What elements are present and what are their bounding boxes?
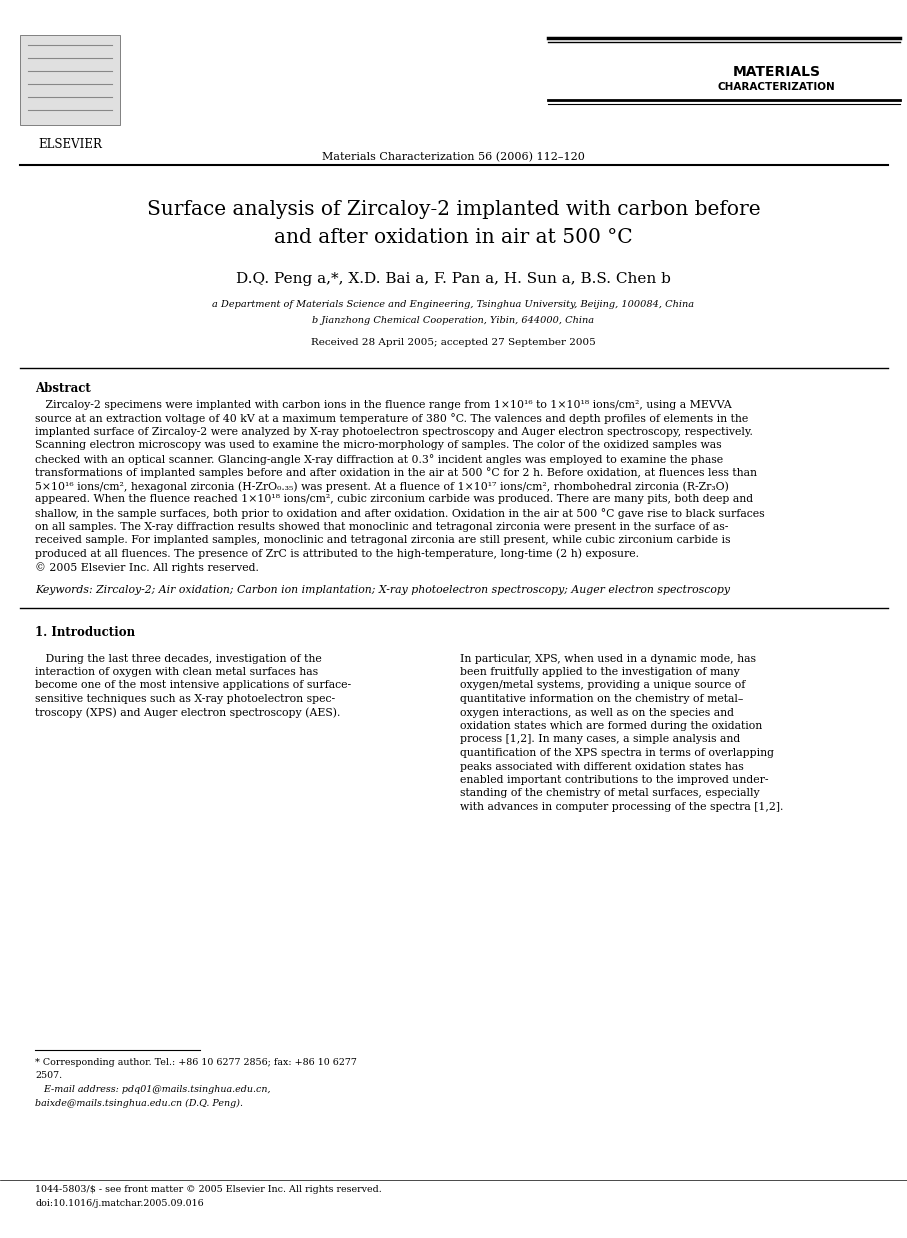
Text: been fruitfully applied to the investigation of many: been fruitfully applied to the investiga… <box>460 667 740 677</box>
Text: 1. Introduction: 1. Introduction <box>35 625 135 639</box>
Text: Keywords: Zircaloy-2; Air oxidation; Carbon ion implantation; X-ray photoelectro: Keywords: Zircaloy-2; Air oxidation; Car… <box>35 586 730 595</box>
Text: During the last three decades, investigation of the: During the last three decades, investiga… <box>35 654 322 664</box>
Text: sensitive techniques such as X-ray photoelectron spec-: sensitive techniques such as X-ray photo… <box>35 695 335 704</box>
Text: Scanning electron microscopy was used to examine the micro-morphology of samples: Scanning electron microscopy was used to… <box>35 441 722 451</box>
Text: and after oxidation in air at 500 °C: and after oxidation in air at 500 °C <box>274 228 633 248</box>
Text: 1044-5803/$ - see front matter © 2005 Elsevier Inc. All rights reserved.: 1044-5803/$ - see front matter © 2005 El… <box>35 1185 382 1193</box>
Text: standing of the chemistry of metal surfaces, especially: standing of the chemistry of metal surfa… <box>460 789 760 799</box>
Text: Surface analysis of Zircaloy-2 implanted with carbon before: Surface analysis of Zircaloy-2 implanted… <box>147 201 760 219</box>
Text: Received 28 April 2005; accepted 27 September 2005: Received 28 April 2005; accepted 27 Sept… <box>311 338 596 347</box>
Text: a Department of Materials Science and Engineering, Tsinghua University, Beijing,: a Department of Materials Science and En… <box>212 300 695 310</box>
Text: Abstract: Abstract <box>35 383 91 395</box>
Text: received sample. For implanted samples, monoclinic and tetragonal zirconia are s: received sample. For implanted samples, … <box>35 535 730 545</box>
Text: Zircaloy-2 specimens were implanted with carbon ions in the fluence range from 1: Zircaloy-2 specimens were implanted with… <box>35 400 732 410</box>
Text: 2507.: 2507. <box>35 1072 62 1081</box>
Text: process [1,2]. In many cases, a simple analysis and: process [1,2]. In many cases, a simple a… <box>460 734 740 744</box>
Text: troscopy (XPS) and Auger electron spectroscopy (AES).: troscopy (XPS) and Auger electron spectr… <box>35 707 340 718</box>
Text: source at an extraction voltage of 40 kV at a maximum temperature of 380 °C. The: source at an extraction voltage of 40 kV… <box>35 413 748 425</box>
Text: produced at all fluences. The presence of ZrC is attributed to the high-temperat: produced at all fluences. The presence o… <box>35 548 639 560</box>
Text: peaks associated with different oxidation states has: peaks associated with different oxidatio… <box>460 761 744 771</box>
Text: D.Q. Peng a,*, X.D. Bai a, F. Pan a, H. Sun a, B.S. Chen b: D.Q. Peng a,*, X.D. Bai a, F. Pan a, H. … <box>236 272 671 286</box>
Text: © 2005 Elsevier Inc. All rights reserved.: © 2005 Elsevier Inc. All rights reserved… <box>35 562 258 573</box>
Text: quantitative information on the chemistry of metal–: quantitative information on the chemistr… <box>460 695 744 704</box>
Text: appeared. When the fluence reached 1×10¹⁸ ions/cm², cubic zirconium carbide was : appeared. When the fluence reached 1×10¹… <box>35 494 753 505</box>
Text: In particular, XPS, when used in a dynamic mode, has: In particular, XPS, when used in a dynam… <box>460 654 756 664</box>
Text: * Corresponding author. Tel.: +86 10 6277 2856; fax: +86 10 6277: * Corresponding author. Tel.: +86 10 627… <box>35 1058 356 1067</box>
Text: ELSEVIER: ELSEVIER <box>38 137 102 151</box>
Text: implanted surface of Zircaloy-2 were analyzed by X-ray photoelectron spectroscop: implanted surface of Zircaloy-2 were ana… <box>35 427 753 437</box>
Text: Materials Characterization 56 (2006) 112–120: Materials Characterization 56 (2006) 112… <box>322 152 585 162</box>
Text: oxygen interactions, as well as on the species and: oxygen interactions, as well as on the s… <box>460 707 734 718</box>
Text: interaction of oxygen with clean metal surfaces has: interaction of oxygen with clean metal s… <box>35 667 318 677</box>
Text: oxidation states which are formed during the oxidation: oxidation states which are formed during… <box>460 721 762 730</box>
Text: oxygen/metal systems, providing a unique source of: oxygen/metal systems, providing a unique… <box>460 681 746 691</box>
Bar <box>20 35 120 125</box>
Text: 5×10¹⁶ ions/cm², hexagonal zirconia (H-ZrO₀.₃₅) was present. At a fluence of 1×1: 5×10¹⁶ ions/cm², hexagonal zirconia (H-Z… <box>35 482 729 491</box>
Text: E-mail address: pdq01@mails.tsinghua.edu.cn,: E-mail address: pdq01@mails.tsinghua.edu… <box>35 1084 270 1094</box>
Text: enabled important contributions to the improved under-: enabled important contributions to the i… <box>460 775 768 785</box>
Text: baixde@mails.tsinghua.edu.cn (D.Q. Peng).: baixde@mails.tsinghua.edu.cn (D.Q. Peng)… <box>35 1098 243 1108</box>
Text: checked with an optical scanner. Glancing-angle X-ray diffraction at 0.3° incide: checked with an optical scanner. Glancin… <box>35 454 723 465</box>
Text: quantification of the XPS spectra in terms of overlapping: quantification of the XPS spectra in ter… <box>460 748 774 758</box>
Text: transformations of implanted samples before and after oxidation in the air at 50: transformations of implanted samples bef… <box>35 468 757 478</box>
Text: MATERIALS: MATERIALS <box>732 66 821 79</box>
Text: with advances in computer processing of the spectra [1,2].: with advances in computer processing of … <box>460 802 784 812</box>
Text: b Jianzhong Chemical Cooperation, Yibin, 644000, China: b Jianzhong Chemical Cooperation, Yibin,… <box>312 316 595 326</box>
Text: CHARACTERIZATION: CHARACTERIZATION <box>717 82 835 92</box>
Text: on all samples. The X-ray diffraction results showed that monoclinic and tetrago: on all samples. The X-ray diffraction re… <box>35 521 728 531</box>
Text: doi:10.1016/j.matchar.2005.09.016: doi:10.1016/j.matchar.2005.09.016 <box>35 1198 204 1208</box>
Text: become one of the most intensive applications of surface-: become one of the most intensive applica… <box>35 681 351 691</box>
Text: shallow, in the sample surfaces, both prior to oxidation and after oxidation. Ox: shallow, in the sample surfaces, both pr… <box>35 508 765 519</box>
